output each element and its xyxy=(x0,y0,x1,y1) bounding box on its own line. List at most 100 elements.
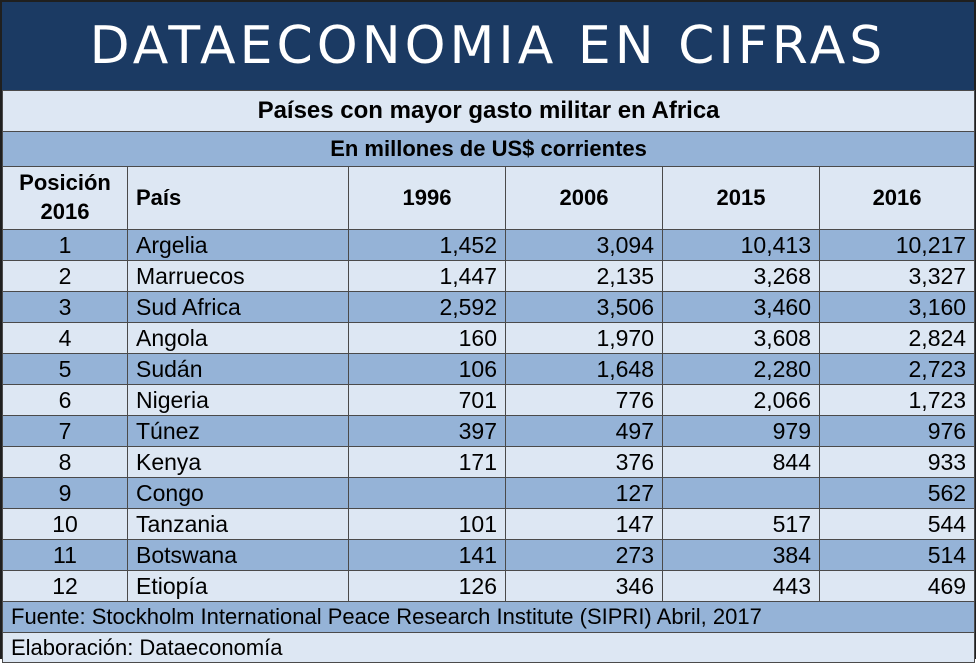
cell-country: Marruecos xyxy=(127,260,349,292)
military-spending-table: Países con mayor gasto militar en Africa… xyxy=(1,90,976,663)
cell-2006: 2,135 xyxy=(505,260,663,292)
cell-position: 1 xyxy=(2,229,128,261)
cell-2015: 517 xyxy=(662,508,820,540)
table-row: 10 Tanzania 101 147 517 544 xyxy=(2,508,976,540)
cell-2015: 384 xyxy=(662,539,820,571)
table-subtitle: En millones de US$ corrientes xyxy=(1,131,976,167)
cell-1996: 701 xyxy=(348,384,506,416)
cell-position: 7 xyxy=(2,415,128,447)
cell-2015: 3,460 xyxy=(662,291,820,323)
cell-2006: 147 xyxy=(505,508,663,540)
credit-note: Elaboración: Dataeconomía xyxy=(1,632,976,663)
table-header-row: Posición 2016 País 1996 2006 2015 2016 xyxy=(2,166,976,230)
table-title-row: Países con mayor gasto militar en Africa xyxy=(1,90,976,132)
table-row: 9 Congo 127 562 xyxy=(2,477,976,509)
cell-2016: 514 xyxy=(818,539,976,571)
cell-country: Tanzania xyxy=(127,508,349,540)
cell-position: 9 xyxy=(2,477,128,509)
table-row: 8 Kenya 171 376 844 933 xyxy=(2,446,976,478)
cell-1996: 126 xyxy=(348,570,506,602)
cell-country: Botswana xyxy=(127,539,349,571)
banner-title: DATAECONOMIA EN CIFRAS xyxy=(89,16,887,76)
cell-1996: 2,592 xyxy=(348,291,506,323)
cell-2006: 3,094 xyxy=(505,229,663,261)
cell-2016: 544 xyxy=(818,508,976,540)
cell-2006: 127 xyxy=(505,477,663,509)
cell-2006: 776 xyxy=(505,384,663,416)
table-row: 6 Nigeria 701 776 2,066 1,723 xyxy=(2,384,976,416)
header-2006: 2006 xyxy=(505,166,663,230)
cell-2016: 933 xyxy=(818,446,976,478)
table-row: 2 Marruecos 1,447 2,135 3,268 3,327 xyxy=(2,260,976,292)
cell-2016: 3,160 xyxy=(818,291,976,323)
cell-position: 2 xyxy=(2,260,128,292)
cell-country: Nigeria xyxy=(127,384,349,416)
cell-2016: 10,217 xyxy=(818,229,976,261)
source-note: Fuente: Stockholm International Peace Re… xyxy=(1,601,976,633)
table-row: 3 Sud Africa 2,592 3,506 3,460 3,160 xyxy=(2,291,976,323)
cell-2006: 3,506 xyxy=(505,291,663,323)
cell-country: Argelia xyxy=(127,229,349,261)
cell-country: Etiopía xyxy=(127,570,349,602)
cell-2015 xyxy=(662,477,820,509)
table-row: 11 Botswana 141 273 384 514 xyxy=(2,539,976,571)
header-2016: 2016 xyxy=(818,166,976,230)
header-country: País xyxy=(127,166,349,230)
table-title: Países con mayor gasto militar en Africa xyxy=(1,90,976,132)
cell-2015: 979 xyxy=(662,415,820,447)
table-row: 12 Etiopía 126 346 443 469 xyxy=(2,570,976,602)
cell-2016: 2,824 xyxy=(818,322,976,354)
cell-2015: 3,268 xyxy=(662,260,820,292)
cell-2016: 3,327 xyxy=(818,260,976,292)
cell-2006: 1,648 xyxy=(505,353,663,385)
cell-position: 10 xyxy=(2,508,128,540)
cell-2015: 3,608 xyxy=(662,322,820,354)
cell-country: Congo xyxy=(127,477,349,509)
header-banner: DATAECONOMIA EN CIFRAS xyxy=(2,2,974,90)
cell-2016: 562 xyxy=(818,477,976,509)
cell-2016: 1,723 xyxy=(818,384,976,416)
cell-country: Kenya xyxy=(127,446,349,478)
cell-1996: 141 xyxy=(348,539,506,571)
table-row: 4 Angola 160 1,970 3,608 2,824 xyxy=(2,322,976,354)
cell-1996: 1,447 xyxy=(348,260,506,292)
cell-2006: 346 xyxy=(505,570,663,602)
cell-position: 8 xyxy=(2,446,128,478)
cell-2006: 1,970 xyxy=(505,322,663,354)
cell-2015: 2,066 xyxy=(662,384,820,416)
cell-2016: 469 xyxy=(818,570,976,602)
cell-1996 xyxy=(348,477,506,509)
cell-country: Túnez xyxy=(127,415,349,447)
table-row: 7 Túnez 397 497 979 976 xyxy=(2,415,976,447)
cell-2015: 10,413 xyxy=(662,229,820,261)
credit-row: Elaboración: Dataeconomía xyxy=(1,632,976,663)
cell-2016: 2,723 xyxy=(818,353,976,385)
table-subtitle-row: En millones de US$ corrientes xyxy=(1,131,976,167)
cell-2015: 844 xyxy=(662,446,820,478)
header-2015: 2015 xyxy=(662,166,820,230)
table-row: 1 Argelia 1,452 3,094 10,413 10,217 xyxy=(2,229,976,261)
cell-1996: 106 xyxy=(348,353,506,385)
cell-1996: 1,452 xyxy=(348,229,506,261)
source-row: Fuente: Stockholm International Peace Re… xyxy=(1,601,976,633)
cell-position: 4 xyxy=(2,322,128,354)
cell-2016: 976 xyxy=(818,415,976,447)
cell-position: 3 xyxy=(2,291,128,323)
cell-2015: 443 xyxy=(662,570,820,602)
header-position: Posición 2016 xyxy=(2,166,128,230)
table-row: 5 Sudán 106 1,648 2,280 2,723 xyxy=(2,353,976,385)
cell-1996: 397 xyxy=(348,415,506,447)
cell-country: Sudán xyxy=(127,353,349,385)
cell-position: 5 xyxy=(2,353,128,385)
cell-position: 11 xyxy=(2,539,128,571)
cell-1996: 160 xyxy=(348,322,506,354)
cell-1996: 171 xyxy=(348,446,506,478)
cell-2006: 376 xyxy=(505,446,663,478)
cell-position: 12 xyxy=(2,570,128,602)
cell-2006: 497 xyxy=(505,415,663,447)
cell-country: Angola xyxy=(127,322,349,354)
cell-country: Sud Africa xyxy=(127,291,349,323)
cell-2006: 273 xyxy=(505,539,663,571)
header-1996: 1996 xyxy=(348,166,506,230)
